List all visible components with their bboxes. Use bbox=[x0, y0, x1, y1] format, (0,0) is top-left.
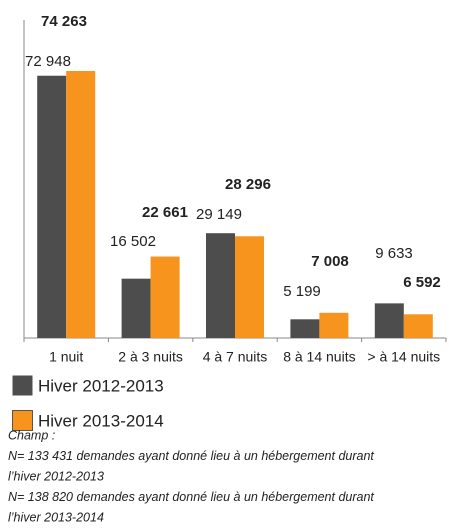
x-tick-label: 1 nuit bbox=[49, 349, 83, 365]
note: l’hiver 2012-2013 bbox=[8, 469, 104, 483]
value-label: 29 149 bbox=[196, 206, 242, 223]
x-tick-label: 4 à 7 nuits bbox=[203, 349, 268, 365]
bar bbox=[374, 303, 404, 338]
note: N= 133 431 demandes ayant donné lieu à u… bbox=[8, 449, 374, 463]
value-label: 9 633 bbox=[375, 245, 413, 262]
value-label: 22 661 bbox=[142, 204, 188, 221]
bar bbox=[235, 236, 264, 338]
value-label: 74 263 bbox=[41, 13, 87, 30]
x-tick-label: 8 à 14 nuits bbox=[283, 349, 355, 365]
bar bbox=[403, 314, 433, 338]
note: N= 138 820 demandes ayant donné lieu à u… bbox=[8, 490, 374, 504]
legend-label: Hiver 2013-2014 bbox=[38, 411, 164, 430]
x-tick-label: 2 à 3 nuits bbox=[118, 349, 183, 365]
bar bbox=[121, 278, 151, 338]
value-label: 16 502 bbox=[110, 233, 156, 250]
bar bbox=[319, 312, 349, 338]
bar bbox=[37, 75, 67, 339]
bar bbox=[150, 256, 180, 338]
note: l’hiver 2013-2014 bbox=[8, 510, 104, 524]
value-label: 5 199 bbox=[283, 283, 321, 300]
legend-swatch bbox=[12, 410, 33, 431]
value-label: 6 592 bbox=[403, 274, 441, 291]
value-label: 28 296 bbox=[225, 176, 271, 193]
bar bbox=[66, 71, 96, 338]
value-label: 72 948 bbox=[25, 53, 71, 70]
bar bbox=[290, 319, 320, 338]
bar bbox=[206, 233, 235, 338]
legend-label: Hiver 2012-2013 bbox=[38, 376, 164, 395]
legend-swatch bbox=[12, 375, 33, 396]
x-tick-label: > à 14 nuits bbox=[367, 349, 440, 365]
note: Champ : bbox=[8, 428, 55, 442]
value-label: 7 008 bbox=[311, 253, 349, 270]
